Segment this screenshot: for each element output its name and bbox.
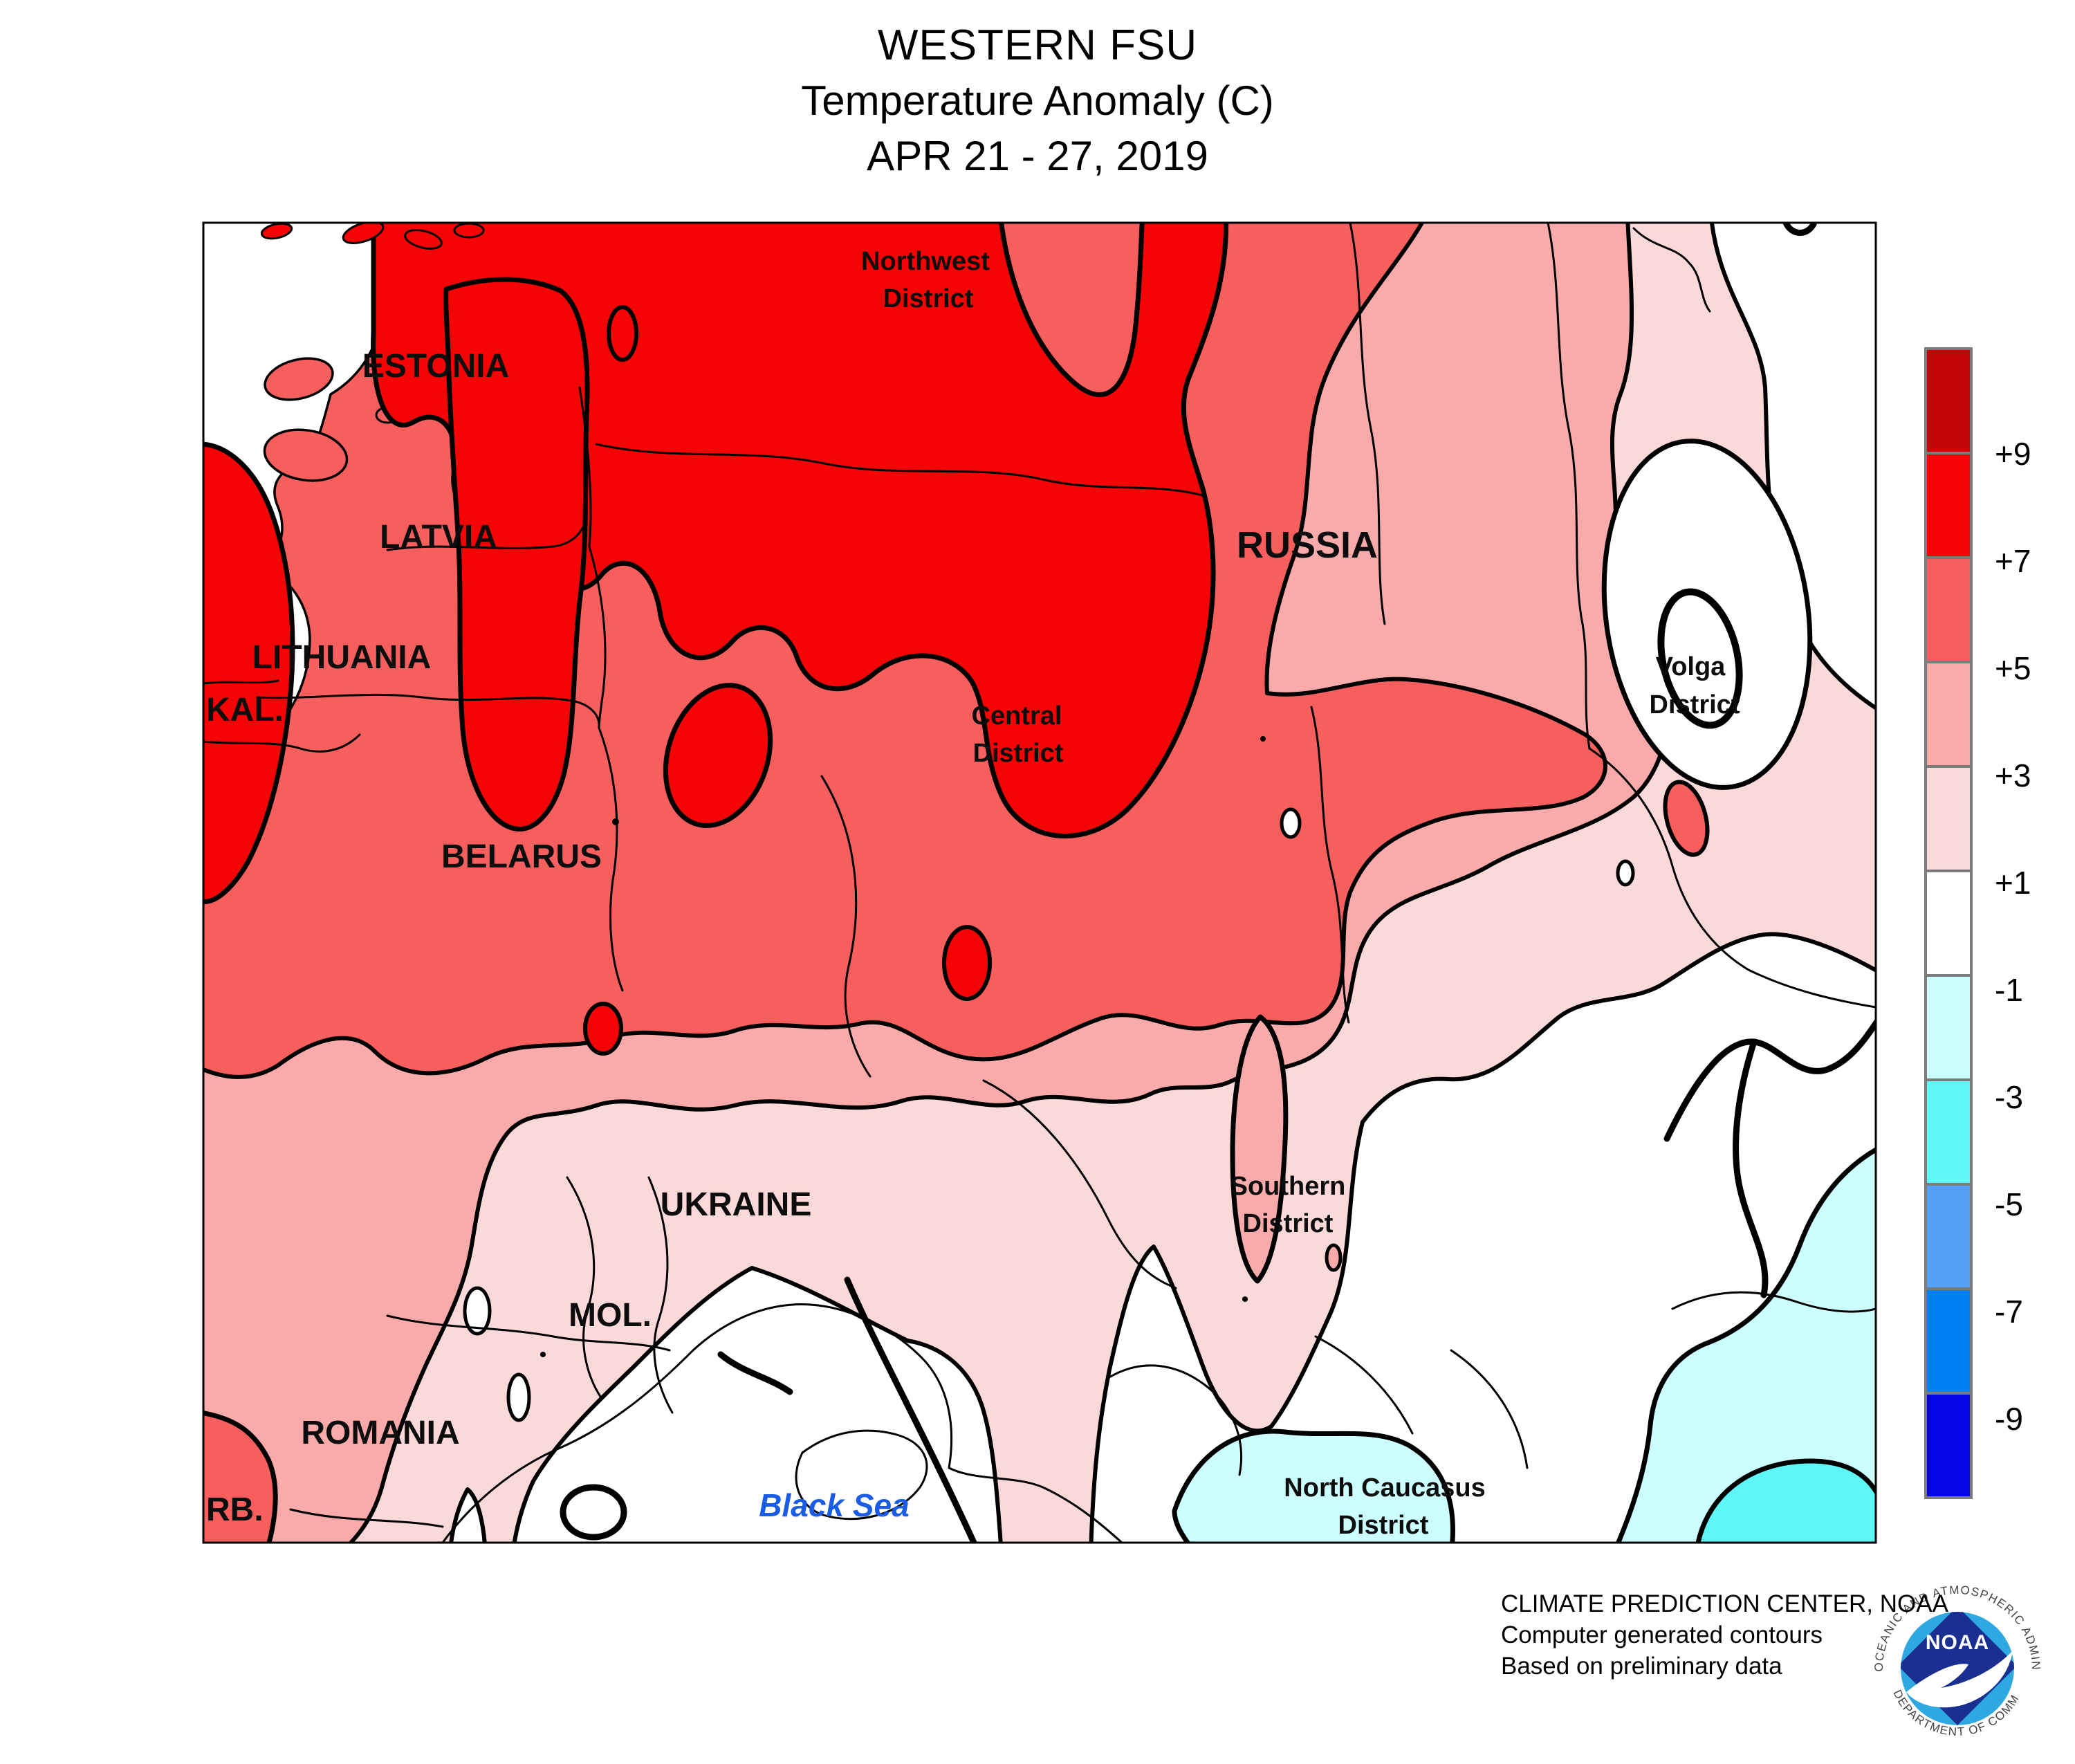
legend-swatch [1924,661,1973,768]
coastlines [441,1303,1243,1543]
region-minus3-5 [1695,1458,1876,1543]
label-black-sea: Black Sea [759,1487,909,1523]
credits-block: CLIMATE PREDICTION CENTER, NOAA Computer… [1501,1588,1948,1682]
label-north-caucasus-district: District [1338,1511,1429,1540]
legend-swatch [1924,452,1973,559]
legend-swatch [1924,870,1973,977]
neutral-dot [1280,807,1302,839]
label-ukraine: UKRAINE [661,1186,812,1223]
region-minus1-3-east [1615,1147,1876,1543]
label-volga-district: District [1650,690,1740,719]
label-central-district: Central [972,701,1062,731]
legend-tick: -1 [1995,972,2023,1008]
region-plus7-9-coastal [203,441,295,904]
legend-tick: +7 [1995,543,2031,579]
islet [260,223,293,240]
islet [453,223,485,239]
legend-color-bar [1924,347,1973,1499]
logo-acronym: NOAA [1926,1631,1989,1654]
label-estonia: ESTONIA [362,348,509,385]
label-romania: ROMANIA [301,1415,459,1451]
label-russia: RUSSIA [1237,524,1378,566]
seagull-icon [1906,1651,2013,1708]
label-southern-district: Southern [1230,1172,1346,1201]
label-northwest-district: District [883,284,974,313]
neutral-pocket-inner [1657,588,1743,729]
islet [404,229,443,250]
label-southern-district: District [1243,1209,1334,1238]
credits-line: Computer generated contours [1501,1621,1823,1648]
legend-swatch [1924,1183,1973,1290]
label-belarus: BELARUS [441,838,602,875]
legend-tick: +5 [1995,650,2031,686]
label-serbia: RB. [206,1491,264,1528]
neutral-dot [463,1286,492,1336]
map-dots [540,736,1266,1357]
map-border [202,221,1877,1544]
label-moldova: MOL. [569,1297,652,1334]
legend-swatch [1924,347,1973,454]
warm-spot-volga [1663,780,1710,857]
legend-swatch [1924,1078,1973,1186]
warm-spot [942,925,992,1001]
legend-tick: +3 [1995,757,2031,793]
warm-spot [663,683,773,828]
label-lithuania: LITHUANIA [252,639,432,676]
legend-swatch [1924,1392,1973,1499]
legend-tick: -5 [1995,1186,2023,1222]
label-volga-district: Volga [1656,652,1726,681]
label-latvia: LATVIA [380,519,497,555]
label-kaliningrad: KAL. [206,692,284,728]
map-canvas [203,223,1876,1543]
legend-tick: -7 [1995,1294,2023,1330]
warm-spot [583,1002,623,1056]
legend-swatch [1924,1287,1973,1395]
legend-swatch [1924,765,1973,872]
label-central-district: District [973,739,1064,768]
credits-line: CLIMATE PREDICTION CENTER, NOAA [1501,1590,1948,1617]
legend-swatch [1924,556,1973,663]
legend-tick: +1 [1995,865,2031,901]
warm-spot [607,305,638,362]
southern-warm-finger [1230,1014,1289,1284]
legend-tick: -9 [1995,1401,2023,1437]
region-plus7-9-baltic-band [443,277,590,832]
label-northwest-district: Northwest [861,247,990,276]
page-subtitle: Temperature Anomaly (C) [801,77,1274,124]
map-labels: Northwest District ESTONIA LATVIA LITHUA… [206,247,1740,1540]
island [263,428,349,482]
contour-meanders [560,223,1876,1543]
credits-line: Based on preliminary data [1501,1653,1782,1680]
neutral-dot [1616,859,1635,887]
label-north-caucasus-district: North Caucasus [1284,1473,1485,1503]
date-range: APR 21 - 27, 2019 [867,133,1208,179]
neutral-dot [506,1372,531,1422]
legend-tick: +9 [1995,436,2031,472]
island [264,357,334,401]
legend-tick: -3 [1995,1079,2023,1115]
region-minus1-3-caucasus [1172,1428,1455,1543]
legend-swatch [1924,974,1973,1081]
page-title: WESTERN FSU [877,21,1198,69]
title-block: WESTERN FSU Temperature Anomaly (C) APR … [0,18,2075,184]
islet [342,223,385,244]
warm-dot [1325,1243,1343,1272]
region-rb-patch [203,1410,278,1543]
